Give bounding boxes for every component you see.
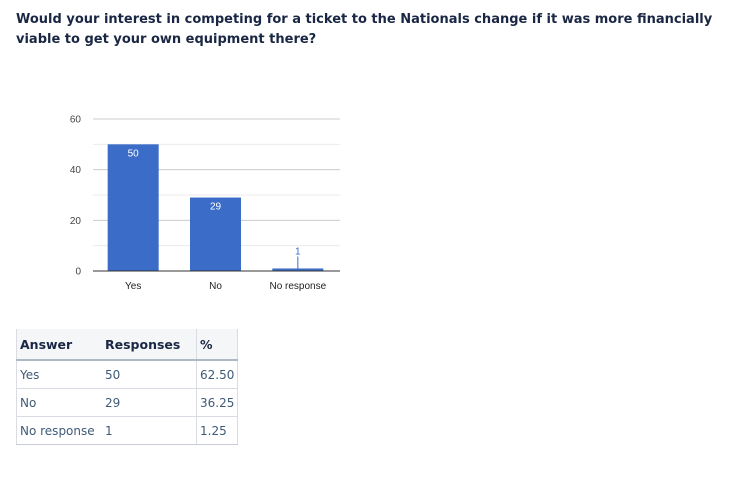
data-label: 1 [295,246,301,257]
y-tick-label: 0 [75,267,81,278]
cell-percent: 1.25 [195,416,239,445]
data-label: 29 [210,202,222,213]
results-table: Answer Responses % Yes 50 62.50 No 29 36… [16,329,239,445]
bar-chart: 0 20 40 60 50 Yes 29 No 1 No response [70,115,340,292]
header-responses: Responses [102,329,197,361]
cell-responses: 50 [102,360,197,389]
x-category-label: No response [269,281,326,292]
bar-yes [107,144,159,271]
cell-answer: No response [16,416,102,445]
x-category-label: No [209,281,222,292]
header-percent: % [195,329,239,361]
table-header-row: Answer Responses % [16,329,239,361]
bar-no [190,197,241,271]
cell-responses: 1 [102,416,197,445]
cell-percent: 36.25 [195,388,239,417]
question-title: Would your interest in competing for a t… [16,12,713,47]
x-category-label: Yes [125,281,141,292]
cell-answer: Yes [16,360,102,389]
table-row: No response 1 1.25 [16,416,239,445]
y-tick-label: 20 [70,216,82,227]
cell-percent: 62.50 [195,360,239,389]
cell-answer: No [16,388,102,417]
y-tick-label: 40 [70,165,82,176]
y-tick-label: 60 [70,115,82,126]
header-answer: Answer [16,329,102,361]
bar-no-response [272,268,324,271]
data-label: 50 [128,148,140,159]
table-row: No 29 36.25 [16,388,239,417]
cell-responses: 29 [102,388,197,417]
table-row: Yes 50 62.50 [16,360,239,389]
